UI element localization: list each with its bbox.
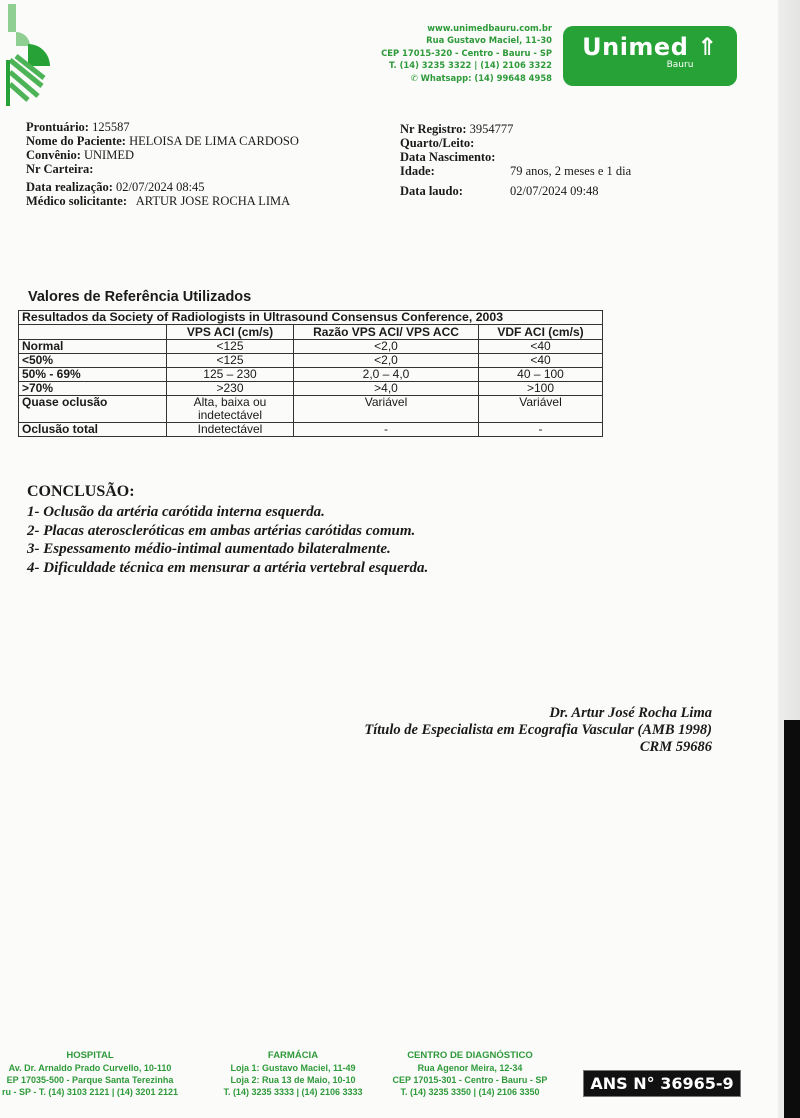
column-header: VPS ACI (cm/s) (166, 324, 294, 340)
patient-info-left: Prontuário: 125587 Nome do Paciente: HEL… (26, 120, 299, 208)
table-cell: <2,0 (293, 353, 479, 368)
tree-icon: ⇑ (697, 33, 718, 61)
conclusion-item: 1- Oclusão da artéria carótida interna e… (27, 504, 325, 520)
table-row: Oclusão total Indetectável - - (18, 422, 603, 437)
label: Data realização: (26, 180, 113, 194)
table-cell: <40 (478, 339, 603, 354)
medico-value: ARTUR JOSE ROCHA LIMA (135, 194, 291, 208)
label: Nr Registro: (400, 122, 467, 136)
table-caption: Resultados da Society of Radiologists in… (18, 310, 603, 325)
convenio-value: UNIMED (84, 148, 134, 162)
doctor-crm: CRM 59686 (639, 739, 712, 755)
label: Nr Carteira: (26, 162, 94, 176)
phone-line: T. (14) 3235 3322 | (14) 2106 3322 (389, 60, 552, 71)
footer-heading: HOSPITAL (66, 1050, 114, 1061)
scan-edge-dark (784, 720, 800, 1118)
table-row: <50% <125 <2,0 <40 (18, 353, 603, 368)
table-cell: >70% (18, 381, 167, 396)
table-cell: Oclusão total (18, 422, 167, 437)
table-cell: >230 (166, 381, 294, 396)
table-cell: Variável (293, 395, 479, 423)
whatsapp-line: Whatsapp: (14) 99648 4958 (420, 72, 552, 83)
table-cell: - (293, 422, 479, 437)
table-cell: 125 – 230 (166, 367, 294, 382)
footer-heading: CENTRO DE DIAGNÓSTICO (407, 1050, 533, 1061)
whatsapp-icon: ✆ (410, 72, 418, 83)
patient-info-right: Nr Registro: 3954777 Quarto/Leito: Data … (400, 122, 631, 198)
footer-line: Rua Agenor Meira, 12-34 (417, 1063, 523, 1073)
table-cell: Quase oclusão (18, 395, 167, 423)
address-line: Rua Gustavo Maciel, 11-30 (426, 35, 552, 46)
table-row: Quase oclusão Alta, baixa ou indetectável… (18, 395, 603, 423)
label: Quarto/Leito: (400, 136, 475, 150)
doctor-name: Dr. Artur José Rocha Lima (549, 705, 712, 721)
data-laudo-value: 02/07/2024 09:48 (510, 184, 599, 198)
conclusion-title: CONCLUSÃO: (27, 483, 135, 500)
doctor-title: Título de Especialista em Ecografia Vasc… (364, 722, 712, 738)
table-row: Normal <125 <2,0 <40 (18, 339, 603, 354)
footer-farmacia: FARMÁCIA Loja 1: Gustavo Maciel, 11-49 L… (200, 1050, 386, 1098)
footer-line: EP 17035-500 - Parque Santa Terezinha (6, 1075, 174, 1085)
address-line: CEP 17015-320 - Centro - Bauru - SP (381, 47, 552, 58)
brand-sub: Bauru (666, 60, 694, 70)
footer-heading: FARMÁCIA (267, 1050, 319, 1061)
table-cell: <50% (18, 353, 167, 368)
table-cell: Normal (18, 339, 167, 354)
table-row: 50% - 69% 125 – 230 2,0 – 4,0 40 – 100 (18, 367, 603, 382)
unimed-brand-logo: Unimed ⇑ Bauru (563, 26, 737, 86)
table-cell: Alta, baixa ou indetectável (166, 395, 294, 423)
label: Nome do Paciente: (26, 134, 126, 148)
label: Idade: (400, 164, 435, 178)
label: Prontuário: (26, 120, 89, 134)
conclusion-item: 2- Placas ateroscleróticas em ambas arté… (27, 522, 416, 539)
table-cell: Indetectável (166, 422, 294, 437)
patient-name-value: HELOISA DE LIMA CARDOSO (129, 134, 299, 148)
column-header (18, 324, 167, 340)
header-address: www.unimedbauru.com.br Rua Gustavo Macie… (381, 22, 552, 84)
signature-block: Dr. Artur José Rocha Lima Título de Espe… (364, 705, 712, 756)
table-cell: 40 – 100 (478, 367, 603, 382)
footer-line: T. (14) 3235 3350 | (14) 2106 3350 (400, 1087, 540, 1097)
table-header: VPS ACI (cm/s) Razão VPS ACI/ VPS ACC VD… (18, 324, 603, 340)
conclusion-item: 4- Dificuldade técnica em mensurar a art… (27, 559, 429, 576)
brand-name: Unimed (582, 33, 689, 61)
table-cell: 2,0 – 4,0 (293, 367, 479, 382)
table-cell: Variável (478, 395, 603, 423)
footer-line: T. (14) 3235 3333 | (14) 2106 3333 (223, 1087, 363, 1097)
column-header: Razão VPS ACI/ VPS ACC (293, 324, 479, 340)
conclusion-item: 3- Espessamento médio-intimal aumentado … (27, 541, 391, 557)
footer-line: Av. Dr. Arnaldo Prado Curvello, 10-110 (8, 1063, 172, 1073)
footer-hospital: HOSPITAL Av. Dr. Arnaldo Prado Curvello,… (0, 1050, 190, 1098)
conclusion: CONCLUSÃO: 1- Oclusão da artéria carótid… (27, 483, 428, 577)
table-cell: <40 (478, 353, 603, 368)
website-link[interactable]: www.unimedbauru.com.br (427, 23, 552, 33)
ans-badge: ANS N° 36965-9 (583, 1070, 741, 1097)
label: Data Nascimento: (400, 150, 496, 164)
unimed-logo-mark (6, 4, 50, 106)
prontuario-value: 125587 (92, 120, 130, 134)
footer-diagnostico: CENTRO DE DIAGNÓSTICO Rua Agenor Meira, … (375, 1050, 565, 1098)
footer-line: Loja 2: Rua 13 de Maio, 10-10 (230, 1075, 356, 1085)
footer-line: CEP 17015-301 - Centro - Bauru - SP (392, 1075, 548, 1085)
table-cell: <125 (166, 353, 294, 368)
footer-line: Loja 1: Gustavo Maciel, 11-49 (230, 1063, 356, 1073)
data-realizacao-value: 02/07/2024 08:45 (116, 180, 205, 194)
reference-title: Valores de Referência Utilizados (28, 289, 252, 305)
label: Médico solicitante: (26, 194, 128, 208)
table-cell: >4,0 (293, 381, 479, 396)
table-cell: >100 (478, 381, 603, 396)
reference-table: Resultados da Society of Radiologists in… (18, 310, 603, 437)
table-cell: 50% - 69% (18, 367, 167, 382)
column-header: VDF ACI (cm/s) (478, 324, 603, 340)
table-cell: <125 (166, 339, 294, 354)
table-row: >70% >230 >4,0 >100 (18, 381, 603, 396)
idade-value: 79 anos, 2 meses e 1 dia (510, 164, 632, 178)
footer-line: ru - SP - T. (14) 3103 2121 | (14) 3201 … (2, 1087, 178, 1097)
label: Data laudo: (400, 184, 463, 198)
table-cell: <2,0 (293, 339, 479, 354)
registro-value: 3954777 (469, 122, 514, 136)
label: Convênio: (26, 148, 81, 162)
table-cell: - (478, 422, 603, 437)
